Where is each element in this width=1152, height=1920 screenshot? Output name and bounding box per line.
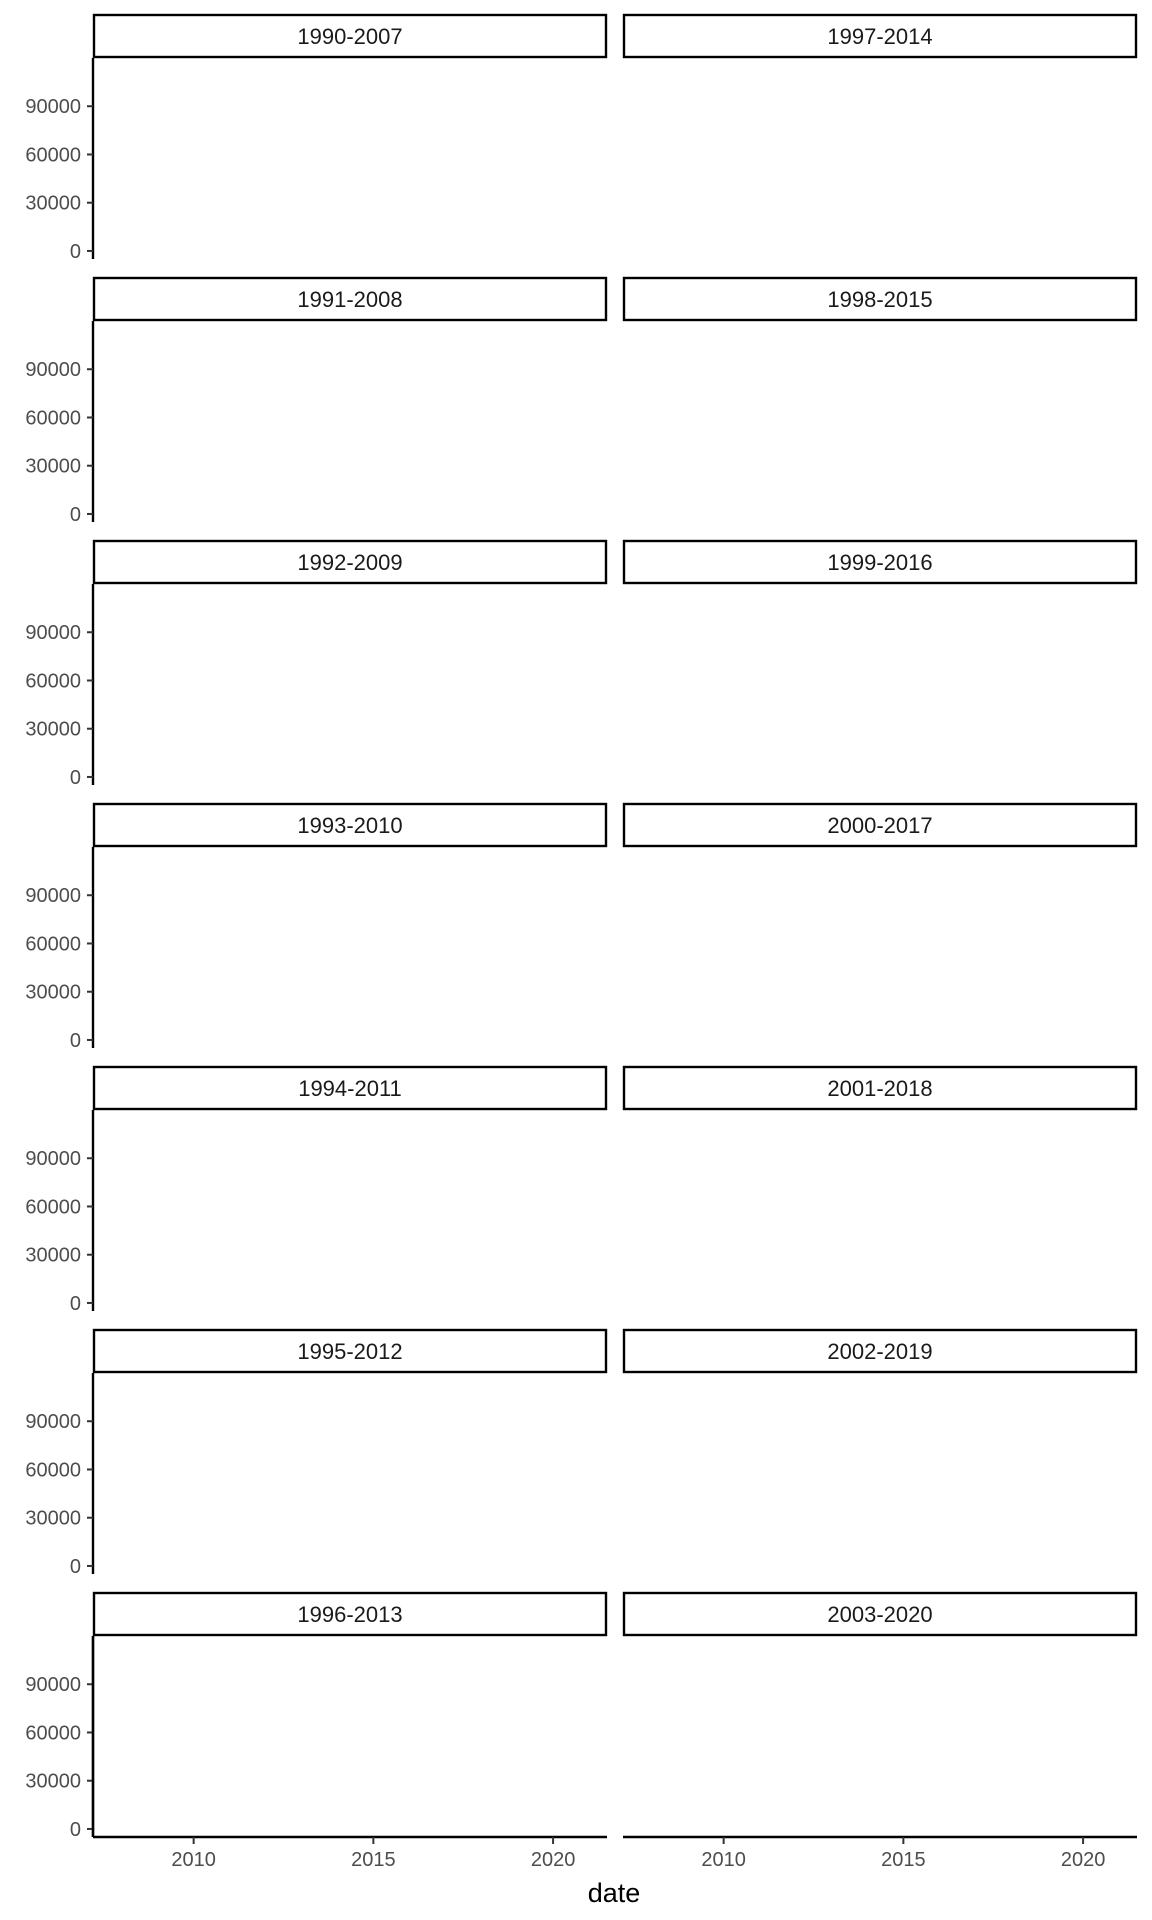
- y-tick-label: 60000: [25, 1196, 81, 1218]
- x-tick-label: 2015: [881, 1849, 926, 1871]
- facet-panel: 1993-2010 0 30000 60000 90000: [25, 802, 608, 1052]
- y-tick-label: 60000: [25, 407, 81, 429]
- facet-strip-label: 2003-2020: [827, 1602, 932, 1627]
- facet-panel: 2000-2017: [622, 802, 1138, 848]
- y-tick-label: 0: [70, 1030, 81, 1052]
- y-tick-label: 90000: [25, 96, 81, 118]
- facet-strip-label: 1998-2015: [827, 287, 932, 312]
- y-tick-label: 0: [70, 241, 81, 263]
- facet-strip: [92, 1065, 608, 1111]
- facet-panel: 2003-2020: [622, 1591, 1138, 1637]
- facet-panel: 1996-2013 0 30000 60000 90000: [25, 1591, 608, 1841]
- x-tick-label: 2020: [531, 1849, 576, 1871]
- y-tick-label: 90000: [25, 622, 81, 644]
- facet-strip: [622, 539, 1138, 585]
- y-tick-label: 30000: [25, 1245, 81, 1267]
- facet-strip-label: 2000-2017: [827, 813, 932, 838]
- y-tick-label: 60000: [25, 670, 81, 692]
- facet-panel: 1994-2011 0 30000 60000 90000: [25, 1065, 608, 1315]
- facet-panel: 2001-2018: [622, 1065, 1138, 1111]
- facet-strip: [622, 1328, 1138, 1374]
- facet-panel: 2002-2019: [622, 1328, 1138, 1374]
- y-tick-label: 60000: [25, 1459, 81, 1481]
- x-tick-label: 2010: [701, 1849, 746, 1871]
- y-tick-label: 90000: [25, 1674, 81, 1696]
- y-tick-label: 0: [70, 1293, 81, 1315]
- x-tick-label: 2015: [351, 1849, 396, 1871]
- x-axis-title: date: [588, 1878, 641, 1908]
- x-tick-label: 2010: [171, 1849, 216, 1871]
- y-tick-label: 30000: [25, 456, 81, 478]
- facet-strip: [92, 539, 608, 585]
- facet-strip: [622, 802, 1138, 848]
- x-tick-label: 2020: [1061, 1849, 1106, 1871]
- facet-strip-label: 1993-2010: [297, 813, 402, 838]
- y-tick-label: 30000: [25, 1771, 81, 1793]
- y-tick-label: 60000: [25, 1722, 81, 1744]
- facet-strip: [92, 1591, 608, 1637]
- facet-strip-label: 1991-2008: [297, 287, 402, 312]
- y-tick-label: 0: [70, 1819, 81, 1841]
- y-tick-label: 30000: [25, 719, 81, 741]
- y-tick-label: 0: [70, 504, 81, 526]
- y-tick-label: 60000: [25, 933, 81, 955]
- facet-strip: [92, 1328, 608, 1374]
- facet-panel: 1995-2012 0 30000 60000 90000: [25, 1328, 608, 1578]
- y-tick-label: 30000: [25, 1508, 81, 1530]
- facet-strip: [622, 1591, 1138, 1637]
- facet-strip: [622, 276, 1138, 322]
- y-tick-label: 30000: [25, 982, 81, 1004]
- facet-strip: [92, 13, 608, 59]
- y-tick-label: 30000: [25, 193, 81, 215]
- y-tick-label: 90000: [25, 885, 81, 907]
- y-tick-label: 90000: [25, 359, 81, 381]
- facet-strip-label: 2002-2019: [827, 1339, 932, 1364]
- facet-strip: [92, 276, 608, 322]
- facet-panel: 1997-2014: [622, 13, 1138, 59]
- facet-strip-label: 1999-2016: [827, 550, 932, 575]
- facet-strip: [622, 1065, 1138, 1111]
- y-tick-label: 0: [70, 767, 81, 789]
- facet-panel: 1999-2016: [622, 539, 1138, 585]
- facet-panel: 1992-2009 0 30000 60000 90000: [25, 539, 608, 789]
- facet-strip-label: 2001-2018: [827, 1076, 932, 1101]
- facet-strip-label: 1994-2011: [298, 1076, 402, 1101]
- facet-panel: 1991-2008 0 30000 60000 90000: [25, 276, 608, 526]
- facet-panel: 1998-2015: [622, 276, 1138, 322]
- facet-strip-label: 1992-2009: [297, 550, 402, 575]
- y-tick-label: 0: [70, 1556, 81, 1578]
- y-tick-label: 60000: [25, 144, 81, 166]
- y-tick-label: 90000: [25, 1148, 81, 1170]
- facet-strip-label: 1995-2012: [297, 1339, 402, 1364]
- facet-strip-label: 1990-2007: [297, 24, 402, 49]
- facet-strip: [622, 13, 1138, 59]
- facet-strip-label: 1997-2014: [827, 24, 932, 49]
- facet-strip-label: 1996-2013: [297, 1602, 402, 1627]
- y-tick-label: 90000: [25, 1411, 81, 1433]
- facet-panel: 1990-2007 0 30000 60000 90000: [25, 13, 608, 263]
- facet-strip: [92, 802, 608, 848]
